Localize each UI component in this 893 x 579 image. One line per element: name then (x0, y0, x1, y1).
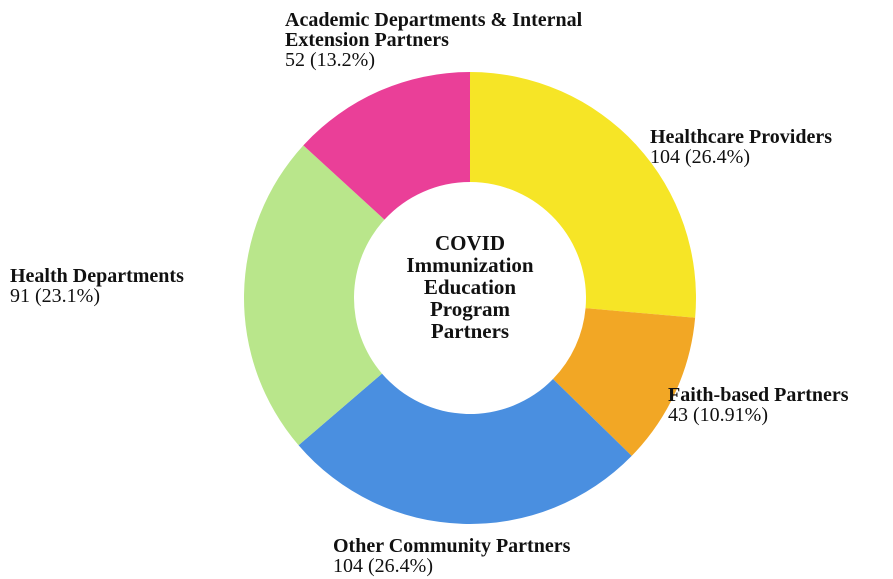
donut-slice (298, 373, 632, 524)
value-label: 104 (26.4%) (333, 555, 433, 577)
category-label: Health Departments (10, 265, 184, 287)
donut-slice (244, 145, 385, 446)
value-label: 52 (13.2%) (285, 49, 375, 71)
category-label: Academic Departments & Internal Extensio… (285, 9, 583, 51)
category-label: Healthcare Providers (650, 126, 832, 148)
slice-label: Academic Departments & Internal Extensio… (285, 10, 595, 70)
slice-label: Other Community Partners 104 (26.4%) (333, 536, 633, 576)
value-label: 104 (26.4%) (650, 146, 750, 168)
category-label: Other Community Partners (333, 535, 571, 557)
value-label: 91 (23.1%) (10, 285, 100, 307)
slice-label: Health Departments 91 (23.1%) (10, 266, 240, 306)
donut-slice (470, 72, 696, 318)
value-label: 43 (10.91%) (668, 404, 768, 426)
slice-label: Healthcare Providers 104 (26.4%) (650, 127, 890, 167)
slice-label: Faith-based Partners 43 (10.91%) (668, 385, 893, 425)
donut-slice (303, 72, 470, 220)
chart-title: COVID Immunization Education Program Par… (406, 231, 534, 343)
donut-slice (552, 308, 696, 456)
category-label: Faith-based Partners (668, 384, 849, 406)
